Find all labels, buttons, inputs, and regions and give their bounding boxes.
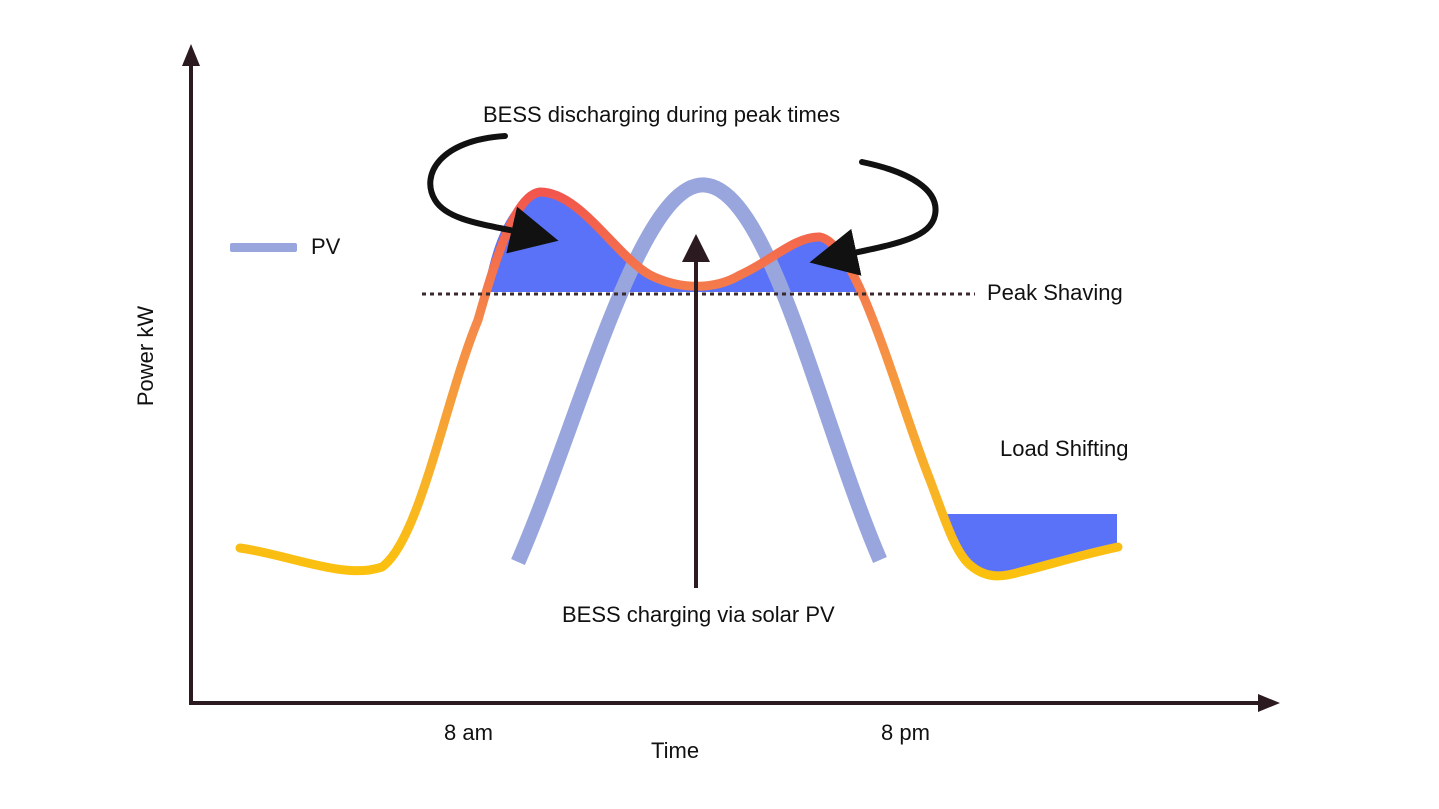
pv-curve: [511, 177, 887, 565]
charging-label: BESS charging via solar PV: [562, 602, 835, 627]
y-axis-label: Power kW: [133, 305, 158, 407]
legend-swatch-pv: [230, 242, 297, 252]
legend: PV: [230, 234, 340, 260]
x-tick-8am: 8 am: [444, 720, 493, 745]
legend-label-pv: PV: [311, 234, 341, 259]
x-axis-arrowhead: [1258, 694, 1280, 712]
curved-arrow-icon: [809, 159, 939, 276]
load-shifting-fill: [942, 514, 1117, 576]
curved-arrow-icon: [427, 133, 559, 254]
peak-shaving-label: Peak Shaving: [987, 280, 1123, 305]
load-shifting-label: Load Shifting: [1000, 436, 1129, 461]
x-tick-8pm: 8 pm: [881, 720, 930, 745]
y-axis-arrowhead: [182, 44, 200, 66]
load-curve: [235, 187, 1123, 581]
discharge-title: BESS discharging during peak times: [483, 102, 841, 127]
x-axis-label: Time: [651, 738, 700, 763]
